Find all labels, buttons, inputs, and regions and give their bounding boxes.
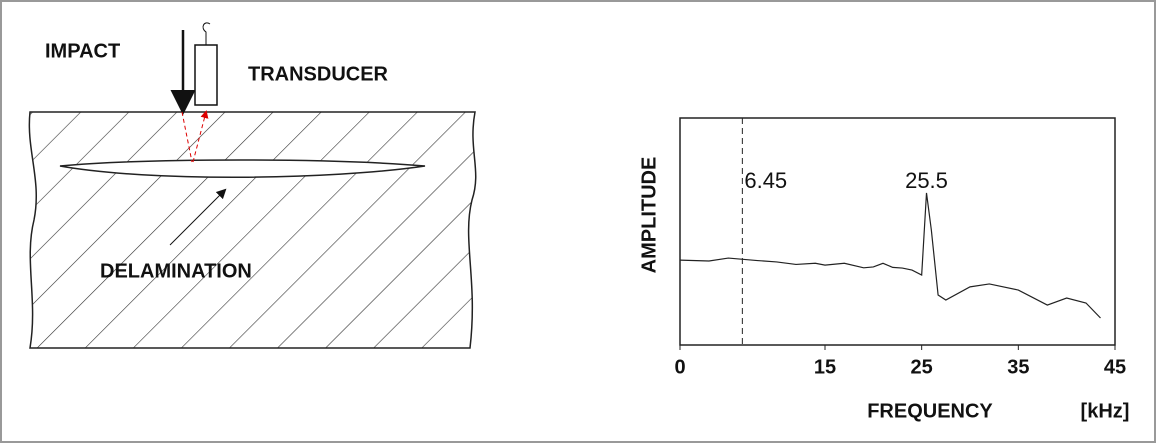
transducer-label: TRANSDUCER: [248, 63, 389, 85]
annotation: 25.5: [905, 168, 948, 193]
x-tick-label: 45: [1104, 356, 1126, 378]
x-tick-label: 15: [814, 356, 836, 378]
figure: IMPACT TRANSDUCER DELAMINATION AMPLITUDE…: [0, 0, 1156, 443]
x-tick-label: 25: [911, 356, 933, 378]
impact-label: IMPACT: [45, 40, 120, 62]
transducer: [195, 45, 217, 105]
concrete-slab: [29, 112, 475, 348]
x-tick-label: 35: [1007, 356, 1029, 378]
x-axis-unit: [kHz]: [1081, 400, 1130, 422]
y-axis-label: AMPLITUDE: [638, 157, 660, 274]
annotation: 6.45: [744, 168, 787, 193]
delamination-label: DELAMINATION: [100, 260, 252, 282]
x-tick-label: 0: [674, 356, 685, 378]
x-axis-label: FREQUENCY: [867, 400, 993, 422]
